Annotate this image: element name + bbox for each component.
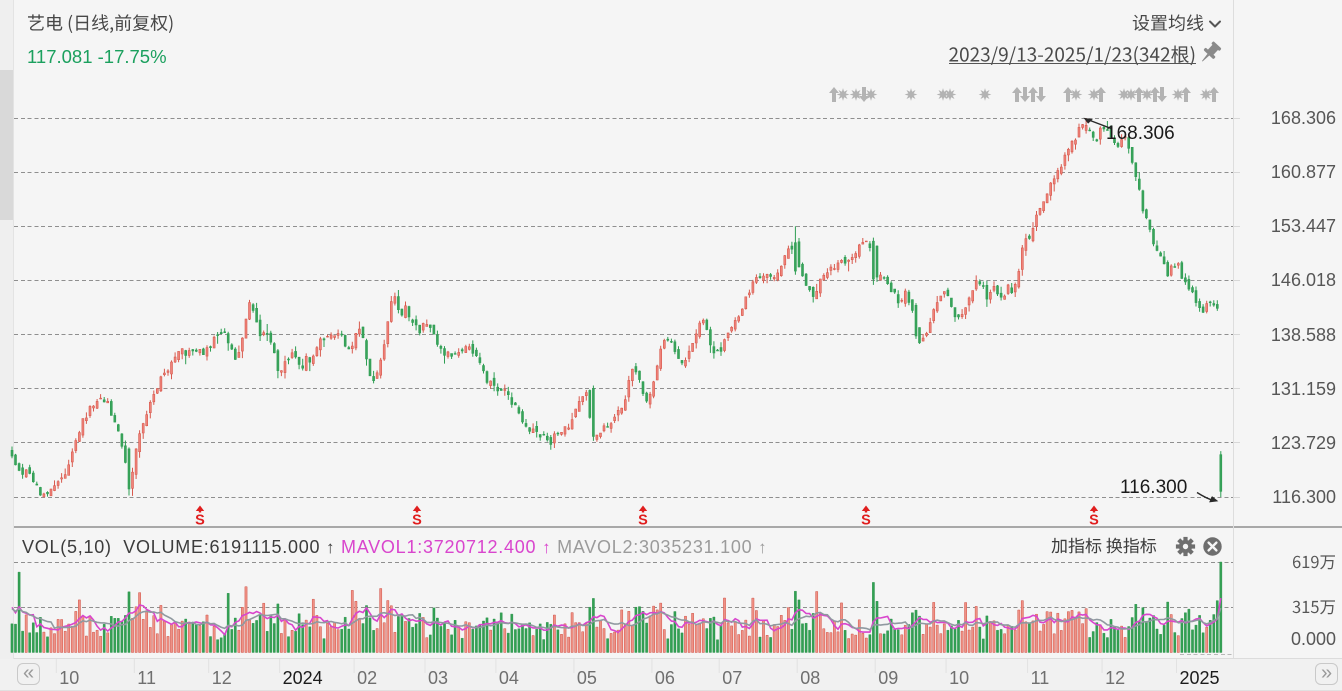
svg-text:S: S [861,513,871,529]
svg-text:S: S [412,513,422,529]
svg-text:S: S [638,513,648,529]
svg-text:S: S [195,513,205,529]
svg-text:S: S [1089,513,1099,529]
